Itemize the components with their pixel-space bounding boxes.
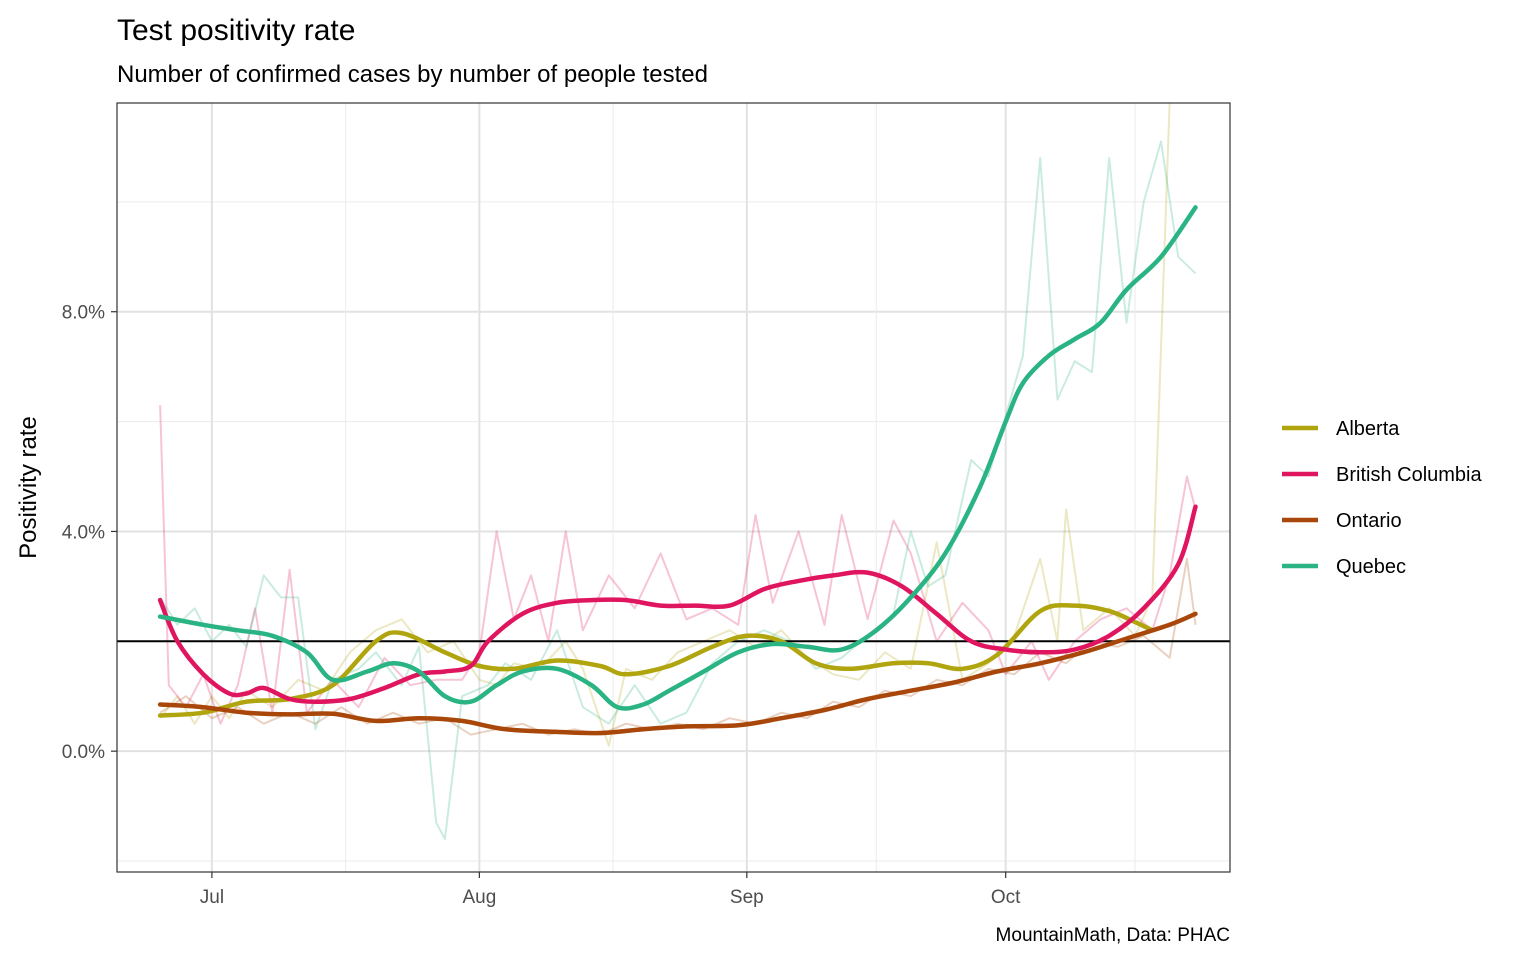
raw-line-quebec xyxy=(159,140,1197,840)
chart-subtitle: Number of confirmed cases by number of p… xyxy=(117,61,708,88)
legend: Alberta British Columbia Ontario Quebec xyxy=(1282,418,1482,578)
legend-item-ontario: Ontario xyxy=(1282,510,1402,532)
legend-label: Quebec xyxy=(1336,556,1406,578)
x-tick-label: Jul xyxy=(200,887,224,908)
smoothed-series-lines xyxy=(157,205,1198,736)
y-axis-title: Positivity rate xyxy=(15,416,42,559)
smooth-line-british-columbia xyxy=(157,504,1198,704)
y-axis: 0.0% 4.0% 8.0% xyxy=(62,303,117,763)
y-tick-label: 8.0% xyxy=(62,303,105,324)
plot-background xyxy=(117,103,1230,872)
x-tick-label: Sep xyxy=(730,887,764,908)
smooth-line-quebec xyxy=(157,205,1198,711)
legend-label: Ontario xyxy=(1336,510,1402,532)
chart-title: Test positivity rate xyxy=(117,14,355,47)
smooth-line-ontario xyxy=(157,611,1198,736)
x-axis: Jul Aug Sep Oct xyxy=(200,872,1021,908)
legend-item-british-columbia: British Columbia xyxy=(1282,464,1482,486)
x-tick-label: Oct xyxy=(991,887,1021,908)
legend-item-quebec: Quebec xyxy=(1282,556,1406,578)
plot-border xyxy=(116,102,1231,873)
raw-line-british-columbia xyxy=(159,405,1197,725)
chart-caption: MountainMath, Data: PHAC xyxy=(996,925,1230,946)
legend-label: British Columbia xyxy=(1336,464,1482,486)
plot-panel xyxy=(117,103,1230,872)
y-tick-label: 0.0% xyxy=(62,742,105,763)
raw-line-alberta xyxy=(159,103,1171,747)
legend-item-alberta: Alberta xyxy=(1282,418,1400,440)
y-tick-label: 4.0% xyxy=(62,522,105,543)
grid-lines xyxy=(117,103,1230,872)
x-tick-label: Aug xyxy=(462,887,496,908)
smooth-line-alberta xyxy=(157,602,1155,718)
legend-label: Alberta xyxy=(1336,418,1400,440)
